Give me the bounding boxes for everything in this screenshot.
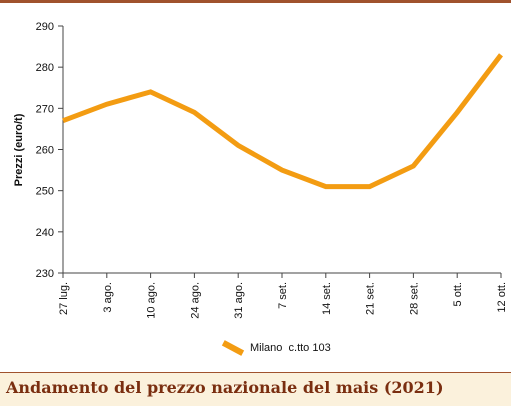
y-tick-label: 280 xyxy=(36,62,54,74)
x-tick-label: 21 set. xyxy=(365,282,377,315)
legend-swatch xyxy=(221,340,245,356)
x-tick-label: 3 ago. xyxy=(102,282,114,313)
y-tick-label: 230 xyxy=(36,268,54,280)
y-axis-label: Prezzi (euro/t) xyxy=(13,113,25,186)
top-rule xyxy=(0,0,511,3)
x-tick-label: 7 set. xyxy=(277,282,289,309)
legend-label: Milano c.tto 103 xyxy=(250,342,331,354)
x-tick-label: 5 ott. xyxy=(452,282,464,306)
x-axis: 27 lug. 3 ago. 10 ago. 24 ago. 31 ago. 7 set.… xyxy=(58,272,508,319)
x-tick-label: 31 ago. xyxy=(233,282,245,319)
chart-caption: Andamento del prezzo nazionale del mais … xyxy=(0,372,511,406)
y-tick-label: 240 xyxy=(36,227,54,239)
x-tick-label: 28 set. xyxy=(408,282,420,315)
y-tick-label: 290 xyxy=(36,21,54,33)
x-tick-label: 14 set. xyxy=(321,282,333,315)
x-tick-label: 27 lug. xyxy=(58,282,70,315)
x-tick-label: 24 ago. xyxy=(189,282,201,319)
legend: Milano c.tto 103 xyxy=(221,340,331,356)
y-axis: 230 240 250 260 270 280 290 xyxy=(36,21,64,280)
line-chart: 230 240 250 260 270 280 290 27 lug. 3 ago. 10 ag… xyxy=(13,21,508,319)
x-tick-label: 10 ago. xyxy=(146,282,158,319)
y-tick-label: 270 xyxy=(36,103,54,115)
x-tick-label: 12 ott. xyxy=(496,282,508,313)
y-tick-label: 250 xyxy=(36,186,54,198)
series-layer xyxy=(62,53,503,190)
y-tick-label: 260 xyxy=(36,145,54,157)
series-line-milano xyxy=(62,53,503,190)
